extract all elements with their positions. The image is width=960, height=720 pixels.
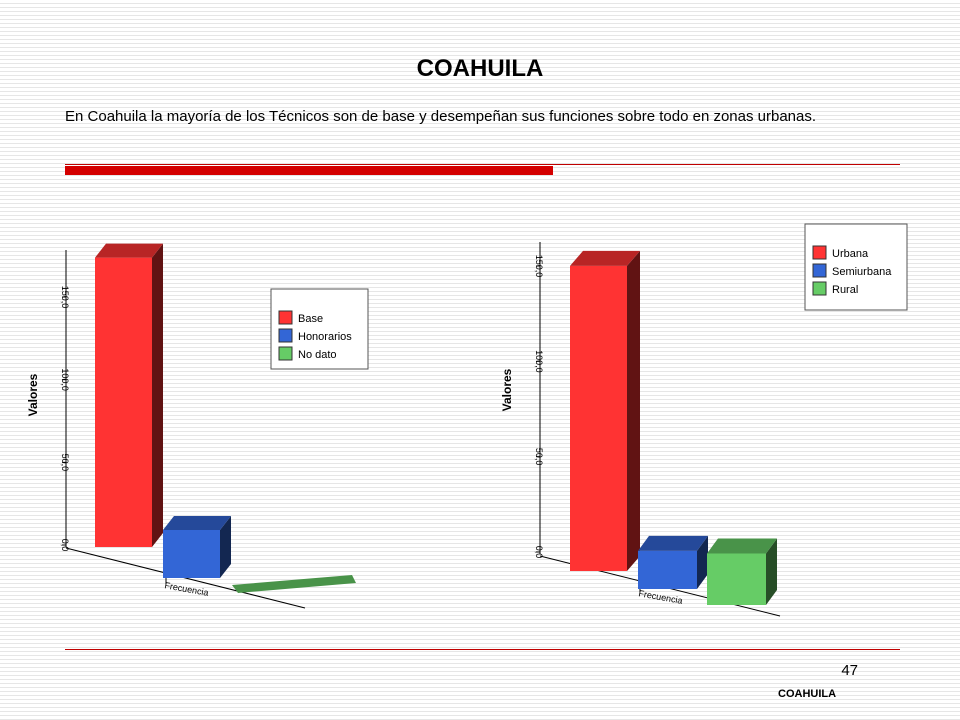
bar-front — [707, 553, 766, 605]
legend-entry: Base — [298, 313, 323, 325]
slide-title: COAHUILA — [416, 55, 544, 82]
y-tick-label: 0,0 — [534, 546, 544, 559]
y-tick-label: 150,0 — [60, 286, 70, 309]
bar-no-dato — [232, 575, 356, 593]
y-axis-label: Valores — [26, 373, 40, 416]
y-axis-label: Valores — [500, 368, 514, 411]
legend-entry: Semiurbana — [832, 266, 892, 278]
legend-swatch — [812, 245, 827, 260]
bar-semiurbana — [638, 535, 708, 589]
bar-top — [570, 250, 640, 266]
top-divider-line — [65, 164, 900, 165]
legend-swatch — [278, 346, 293, 361]
chart-legend: Base Honorarios No dato — [270, 288, 369, 370]
y-tick-label: 50,0 — [60, 454, 70, 472]
legend-swatch — [812, 281, 827, 296]
bar-side — [766, 538, 777, 605]
bar-top — [163, 516, 231, 531]
legend-entry: Urbana — [832, 248, 869, 260]
y-tick-label: 100,0 — [534, 350, 544, 373]
legend-swatch — [278, 310, 293, 325]
bar-side — [697, 535, 708, 589]
bar-top — [707, 538, 777, 554]
legend-entry: Rural — [832, 284, 858, 296]
bar-honorarios — [163, 516, 231, 578]
bottom-divider-line — [65, 649, 900, 650]
legend-entry: Honorarios — [298, 331, 352, 343]
bar-rural — [707, 538, 777, 605]
slide-number: 47 — [841, 662, 858, 679]
legend-entry: No dato — [298, 349, 337, 361]
y-tick-label: 50,0 — [534, 448, 544, 466]
slide-description: En Coahuila la mayoría de los Técnicos s… — [65, 108, 817, 125]
bar-front — [163, 530, 220, 578]
bar-side — [627, 250, 640, 571]
y-tick-label: 100,0 — [60, 368, 70, 391]
bar-front — [570, 265, 627, 571]
accent-bar — [65, 166, 553, 175]
legend-swatch — [812, 263, 827, 278]
bar-front — [95, 257, 152, 547]
bar-base — [95, 243, 163, 547]
bar-top — [95, 243, 163, 258]
y-tick-label: 0,0 — [60, 539, 70, 552]
y-tick-label: 150,0 — [534, 255, 544, 278]
bar-top — [638, 535, 708, 551]
bar-side — [220, 516, 231, 578]
bar-flat-face — [232, 575, 356, 593]
chart-legend: Urbana Semiurbana Rural — [804, 223, 908, 311]
bar-side — [152, 243, 163, 547]
legend-swatch — [278, 328, 293, 343]
bar-urbana — [570, 250, 640, 571]
footer-label: COAHUILA — [778, 688, 837, 700]
bar-front — [638, 550, 697, 589]
x-axis-label: Frecuencia — [638, 588, 684, 606]
